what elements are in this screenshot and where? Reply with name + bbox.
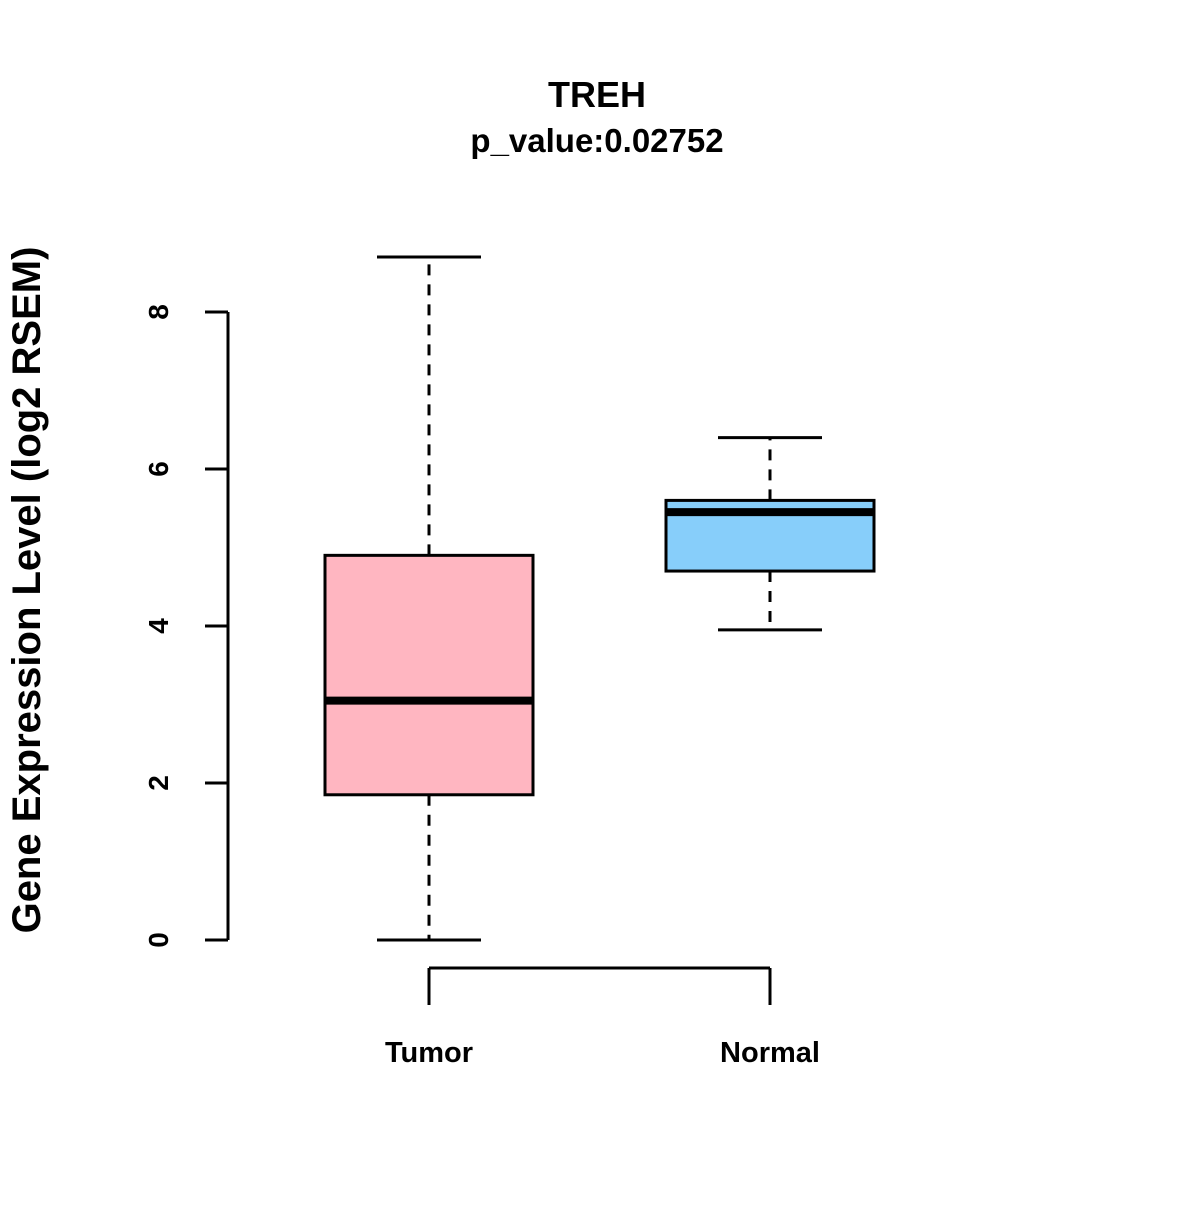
box-group-tumor bbox=[323, 255, 535, 942]
y-tick-label-0: 0 bbox=[143, 932, 174, 948]
box-group-normal bbox=[664, 436, 876, 632]
y-tick-label-8: 8 bbox=[143, 304, 174, 320]
x-axis: Tumor Normal bbox=[385, 966, 820, 1069]
y-tick-label-4: 4 bbox=[143, 618, 174, 634]
x-tick-label-normal: Normal bbox=[720, 1037, 820, 1069]
y-tick-label-2: 2 bbox=[143, 775, 174, 791]
iqr-box bbox=[323, 553, 535, 797]
x-tick-label-tumor: Tumor bbox=[385, 1037, 473, 1069]
plot-area bbox=[323, 255, 876, 942]
y-tick-label-6: 6 bbox=[143, 461, 174, 477]
y-axis: 0 2 4 6 8 bbox=[143, 304, 230, 948]
y-axis-label: Gene Expression Level (log2 RSEM) bbox=[5, 247, 49, 934]
chart-subtitle: p_value:0.02752 bbox=[470, 122, 723, 159]
chart-title: TREH bbox=[548, 74, 646, 115]
